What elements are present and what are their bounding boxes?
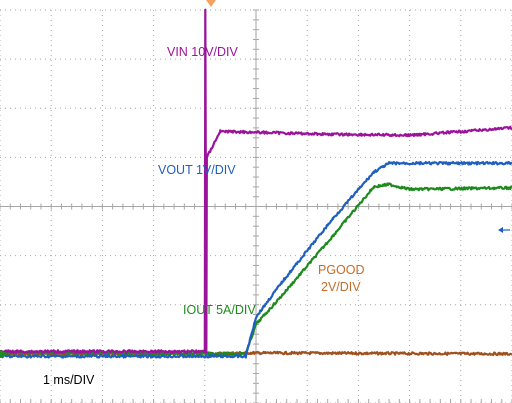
vin-label: VIN 10V/DIV [167, 45, 239, 59]
grid [0, 9, 512, 403]
trace-vout [0, 160, 512, 359]
trace-iout [0, 182, 512, 357]
arrow-right-icon [0, 350, 9, 358]
pgood-label-line1: PGOOD [318, 263, 365, 277]
pgood-label-line2: 2V/DIV [321, 280, 361, 294]
traces [0, 8, 512, 359]
arrow-left-icon [498, 227, 510, 233]
markers [0, 0, 510, 358]
iout-label: IOUT 5A/DIV [183, 303, 256, 317]
triangle-down-icon [206, 0, 216, 7]
trace-vin [0, 8, 512, 354]
timebase-label: 1 ms/DIV [43, 373, 95, 387]
vout-label: VOUT 1V/DIV [158, 163, 236, 177]
